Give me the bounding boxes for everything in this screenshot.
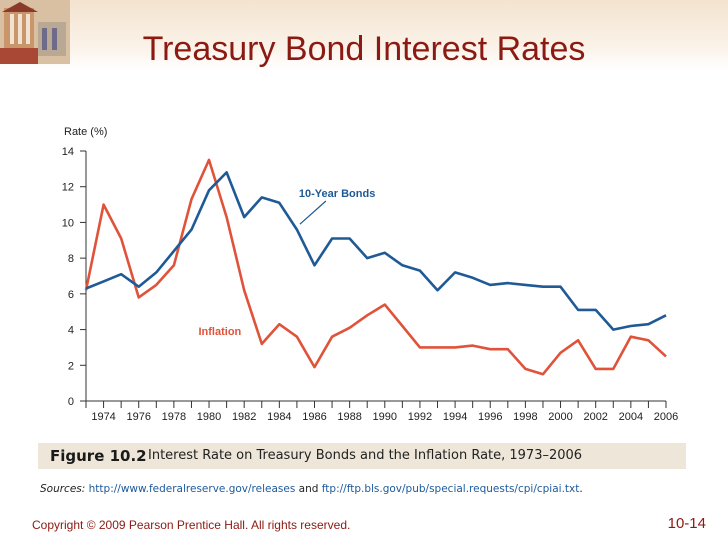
sources-label: Sources: <box>40 483 86 495</box>
source-link-federalreserve[interactable]: http://www.federalreserve.gov/releases <box>88 483 296 495</box>
chart-marks <box>84 158 667 376</box>
y-tick-label: 6 <box>68 289 74 301</box>
x-tick-label: 2000 <box>548 411 572 423</box>
y-tick-label: 0 <box>68 396 74 408</box>
annotation-10yr-bonds: 10-Year Bonds <box>299 188 375 200</box>
slide-number: 10-14 <box>667 515 706 532</box>
x-tick-label: 1978 <box>162 411 186 423</box>
y-tick-label: 10 <box>62 217 74 229</box>
y-tick-label: 2 <box>68 360 74 372</box>
figure-label: Figure 10.2 <box>50 447 147 465</box>
x-tick-label: 1992 <box>408 411 432 423</box>
x-tick-label: 1982 <box>232 411 256 423</box>
chart-axes <box>80 150 667 408</box>
series-line-10-year-bonds <box>85 171 667 331</box>
sources-line: Sources: http://www.federalreserve.gov/r… <box>40 483 583 495</box>
x-tick-label: 1980 <box>197 411 221 423</box>
line-chart: 0 2 4 6 8 10 12 14 Rate (%) 1974 1976 1978 1980 1982 1… <box>62 126 678 423</box>
annotation-inflation: Inflation <box>198 326 241 338</box>
copyright-notice: Copyright © 2009 Pearson Prentice Hall. … <box>32 518 351 532</box>
x-tick-label: 1984 <box>267 411 291 423</box>
x-tick-label: 2002 <box>583 411 607 423</box>
y-tick-label: 14 <box>62 146 74 158</box>
sources-end: . <box>579 483 583 495</box>
x-tick-label: 1986 <box>302 411 326 423</box>
sources-conjunction: and <box>298 483 319 495</box>
annotation-leader-10yr <box>299 200 327 225</box>
y-tick-label: 8 <box>68 253 74 265</box>
x-tick-label: 2006 <box>654 411 678 423</box>
x-tick-label: 1988 <box>337 411 361 423</box>
y-tick-label: 12 <box>62 182 74 194</box>
x-tick-label: 2004 <box>619 411 643 423</box>
source-link-bls[interactable]: ftp://ftp.bls.gov/pub/special.requests/c… <box>321 483 580 495</box>
title-band <box>0 0 728 70</box>
series-line-inflation <box>84 158 667 376</box>
y-axis-label: Rate (%) <box>64 126 107 138</box>
chart-labels: 0 2 4 6 8 10 12 14 Rate (%) 1974 1976 1978 1980 1982 1… <box>62 126 678 423</box>
x-tick-label: 1976 <box>126 411 150 423</box>
figure-caption-text: Interest Rate on Treasury Bonds and the … <box>148 448 583 463</box>
capitol-logo <box>0 0 70 64</box>
x-tick-label: 1996 <box>478 411 502 423</box>
x-tick-label: 1994 <box>443 411 467 423</box>
figure-caption: Figure 10.2 Interest Rate on Treasury Bo… <box>38 443 686 469</box>
x-tick-label: 1998 <box>513 411 537 423</box>
x-tick-label: 1974 <box>91 411 115 423</box>
y-tick-label: 4 <box>68 325 74 337</box>
x-tick-label: 1990 <box>373 411 397 423</box>
slide-title: Treasury Bond Interest Rates <box>142 30 586 68</box>
